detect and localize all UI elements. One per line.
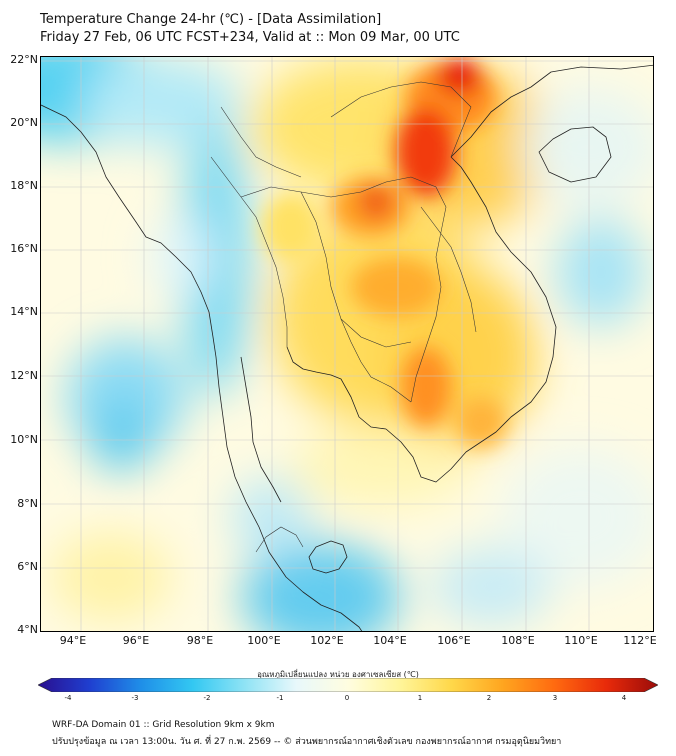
colorbar-label: อุณหภูมิเปลี่ยนแปลง หน่วย องศาเซลเซียส (… [257,670,419,679]
lon-label: 102°E [310,634,344,647]
model-info: WRF-DA Domain 01 :: Grid Resolution 9km … [52,720,275,730]
colorbar-tick: -3 [131,694,139,702]
lon-label: 112°E [623,634,657,647]
lon-label: 104°E [373,634,407,647]
lon-label: 106°E [437,634,471,647]
colorbar-tick: -2 [203,694,211,702]
lat-label: 16°N [10,242,38,255]
colorbar-tick: 0 [344,694,350,702]
colorbar-tick: -1 [276,694,284,702]
lat-label: 20°N [10,116,38,129]
lon-label: 98°E [186,634,214,647]
map-frame [40,56,654,632]
colorbar-tick: 2 [486,694,492,702]
lon-label: 94°E [59,634,87,647]
borders [210,81,477,553]
map-title: Temperature Change 24-hr (℃) - [Data Ass… [40,12,382,27]
temperature-map [41,57,653,631]
warm-anomalies [261,59,506,447]
colorbar-gradient [38,678,658,692]
lat-label: 18°N [10,179,38,192]
colorbar-tick: 1 [417,694,423,702]
lat-label: 10°N [10,433,38,446]
lat-label: 4°N [17,623,38,636]
lon-label: 100°E [247,634,281,647]
lat-label: 12°N [10,369,38,382]
graticule [41,57,653,631]
lat-label: 22°N [10,53,38,66]
colorbar-tick: 4 [621,694,627,702]
credit-line: ปรับปรุงข้อมูล ณ เวลา 13:00น. วัน ศ. ที่… [52,737,562,747]
colorbar-tick: 3 [552,694,558,702]
lon-label: 108°E [501,634,535,647]
lat-label: 14°N [10,305,38,318]
colorbar-tick: -4 [64,694,72,702]
lon-label: 96°E [122,634,150,647]
map-subtitle: Friday 27 Feb, 06 UTC FCST+234, Valid at… [40,30,460,45]
colorbar [38,678,658,692]
lat-label: 8°N [17,497,38,510]
lat-label: 6°N [17,560,38,573]
lon-label: 110°E [564,634,598,647]
coastlines [41,64,653,631]
